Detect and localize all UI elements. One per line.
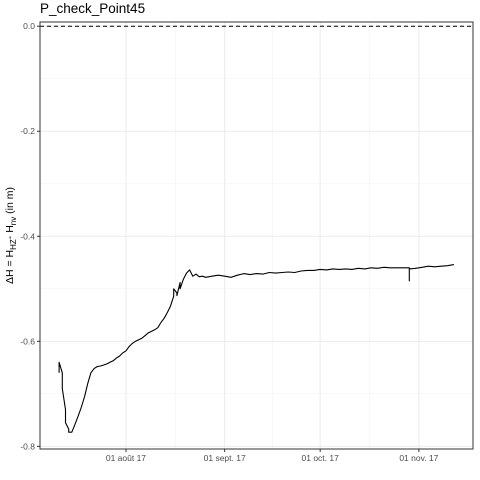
plot-panel-border (39, 21, 474, 450)
y-tick-label: -0.4 (20, 231, 35, 241)
y-axis: 0.0 -0.2 -0.4 -0.6 -0.8 (20, 21, 40, 451)
y-tick-label: 0.0 (23, 21, 35, 31)
x-tick-label: 01 sept. 17 (204, 453, 246, 463)
x-tick-label: 01 nov. 17 (399, 453, 438, 463)
y-tick-label: -0.8 (20, 441, 35, 451)
y-tick-label: -0.6 (20, 336, 35, 346)
chart-title: P_check_Point45 (40, 1, 146, 16)
x-axis: 01 août 17 01 sept. 17 01 oct. 17 01 nov. 1… (106, 449, 439, 463)
y-tick-label: -0.2 (20, 126, 35, 136)
x-tick-label: 01 août 17 (106, 453, 146, 463)
series-layer (58, 264, 454, 433)
series-line-0 (58, 264, 454, 433)
y-axis-title: ΔH = HHZ- Hnv (in m) (4, 187, 18, 284)
grid-lines (40, 22, 473, 449)
x-tick-label: 01 oct. 17 (302, 453, 340, 463)
